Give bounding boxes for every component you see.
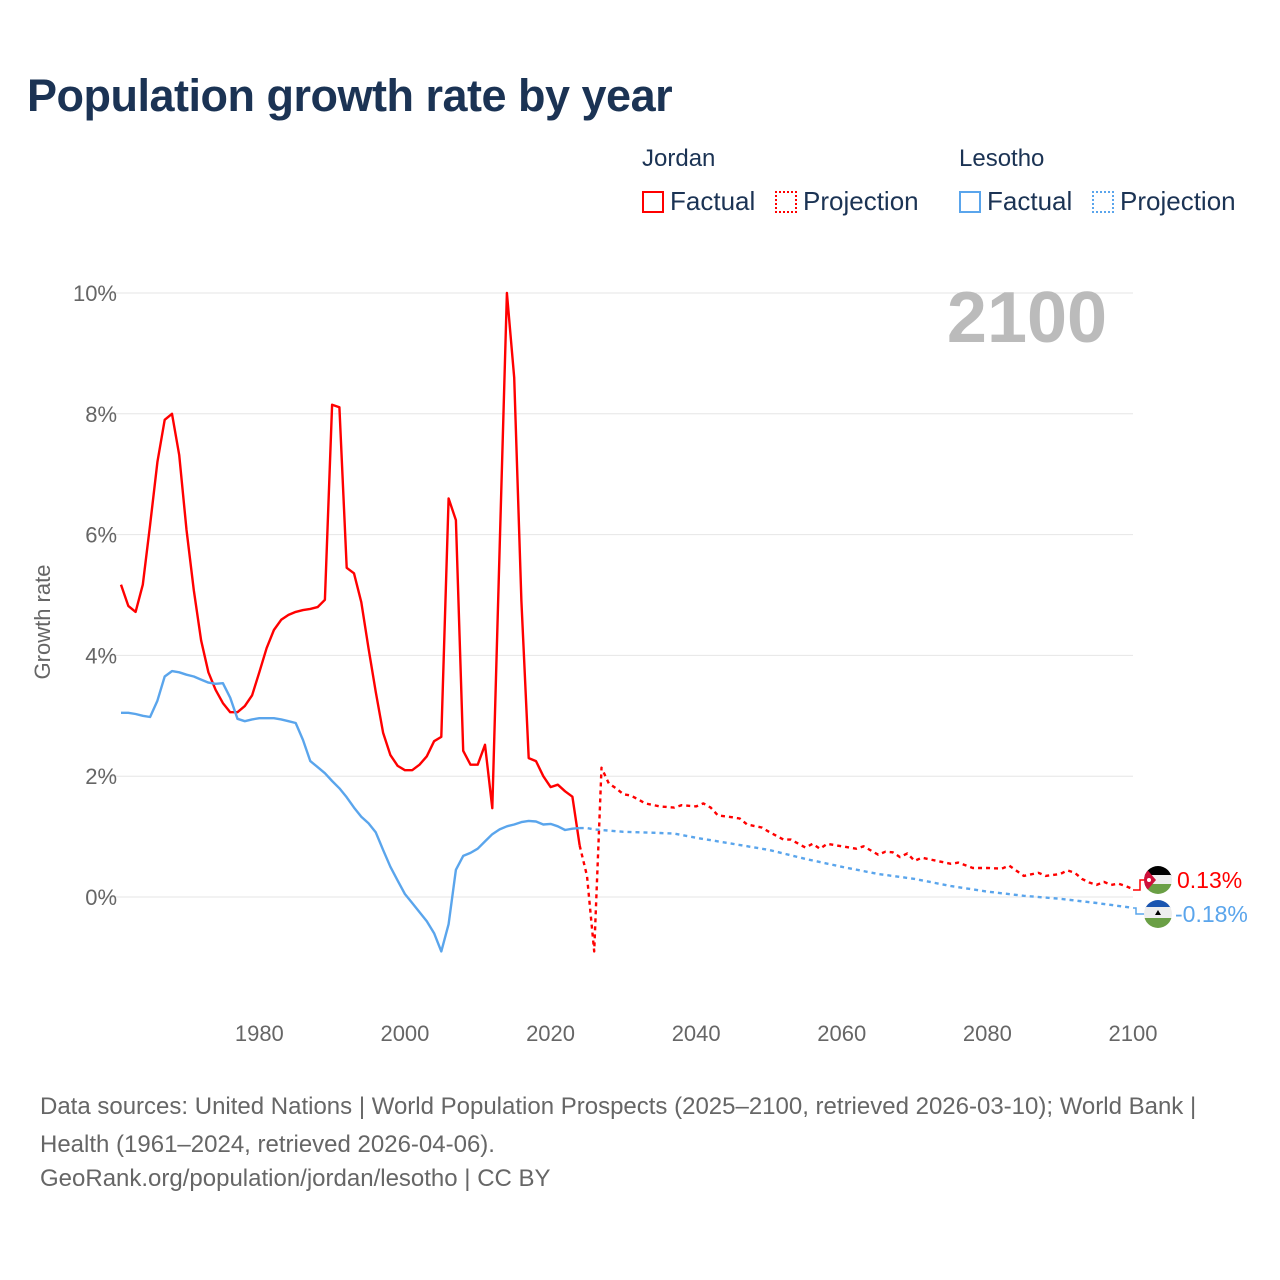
lesotho-flag-icon (1144, 900, 1172, 928)
legend-label: Projection (1120, 186, 1236, 216)
lesotho-end-value: -0.18% (1175, 901, 1248, 927)
y-tick-label: 0% (85, 885, 117, 910)
legend-jordan-projection[interactable]: Projection (775, 186, 919, 217)
series-line-jordan-projection (578, 766, 1134, 953)
series-line-lesotho-factual (121, 669, 580, 953)
legend-group-lesotho: Lesotho (959, 145, 1045, 172)
dotted-swatch-icon (775, 190, 797, 213)
legend-group-jordan: Jordan (642, 145, 716, 172)
jordan-connector (1133, 879, 1146, 891)
y-tick-label: 4% (85, 643, 117, 668)
legend-label: Projection (803, 186, 919, 216)
legend-label: Factual (987, 186, 1073, 216)
jordan-end-value: 0.13% (1177, 867, 1242, 893)
x-tick-label: 2020 (526, 1021, 575, 1046)
y-tick-label: 2% (85, 764, 117, 789)
current-year-label: 2100 (947, 278, 1107, 358)
x-tick-label: 2080 (963, 1021, 1012, 1046)
x-tick-label: 2040 (672, 1021, 721, 1046)
y-axis-label: Growth rate (30, 565, 55, 680)
legend-lesotho-projection[interactable]: Projection (1092, 186, 1236, 217)
legend-jordan-factual[interactable]: Factual (642, 186, 755, 217)
x-tick-label: 1980 (235, 1021, 284, 1046)
y-tick-label: 8% (85, 402, 117, 427)
dotted-swatch-icon (1092, 190, 1114, 213)
data-sources: Data sources: United Nations | World Pop… (40, 1093, 1197, 1158)
series-line-lesotho-projection (579, 826, 1134, 910)
x-tick-label: 2000 (380, 1021, 429, 1046)
series-line-jordan-factual (119, 291, 581, 846)
line-chart: 0% 2% 4% 6% 8% 10% 1980 2000 2020 2040 2060 2080 210… (30, 278, 1248, 1046)
page-title: Population growth rate by year (27, 70, 673, 121)
solid-swatch-icon (959, 190, 981, 213)
solid-swatch-icon (642, 190, 664, 213)
legend-lesotho-factual[interactable]: Factual (959, 186, 1072, 217)
x-tick-label: 2100 (1109, 1021, 1158, 1046)
jordan-flag-icon (1144, 866, 1172, 894)
x-tick-label: 2060 (817, 1021, 866, 1046)
y-tick-label: 10% (73, 281, 117, 306)
y-tick-label: 6% (85, 523, 117, 548)
footer-link[interactable]: GeoRank.org/population/jordan/lesotho | … (40, 1165, 551, 1192)
legend-label: Factual (670, 186, 756, 216)
lesotho-connector (1133, 907, 1146, 915)
